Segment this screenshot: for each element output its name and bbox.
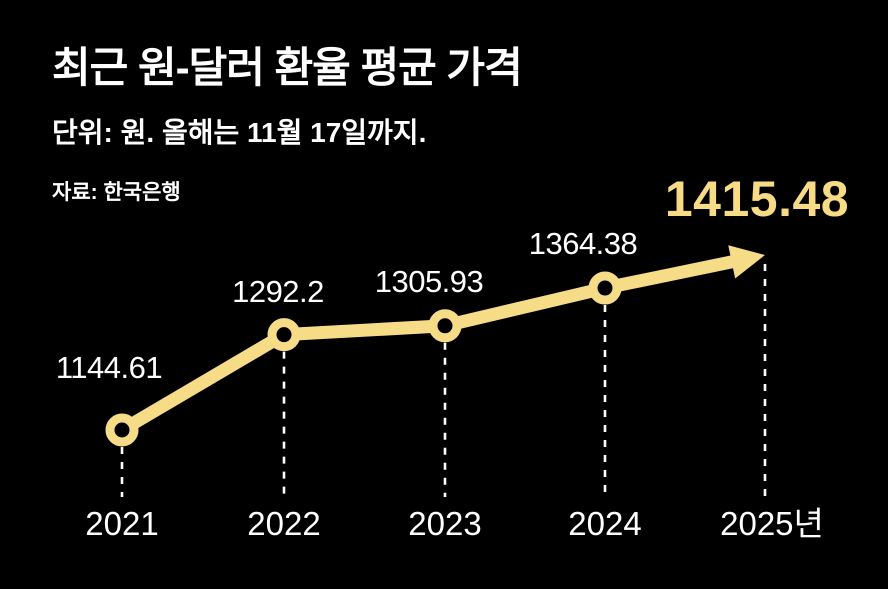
x-tick-2023: 2023 — [408, 505, 482, 542]
value-label-2022: 1292.2 — [232, 274, 324, 309]
value-label-2021: 1144.61 — [55, 350, 163, 385]
series-line — [115, 281, 612, 437]
data-point-2021 — [105, 413, 139, 447]
chart-source: 자료: 한국은행 — [52, 181, 181, 204]
arrow-shaft — [598, 253, 747, 295]
x-tick-2022: 2022 — [247, 505, 321, 542]
value-label-2023: 1305.93 — [374, 264, 484, 299]
x-tick-2021: 2021 — [85, 505, 159, 542]
chart-title: 최근 원-달러 환율 평균 가격 — [52, 44, 523, 91]
x-tick-2024: 2024 — [568, 505, 642, 542]
value-label-2025-highlight: 1415.48 — [664, 171, 850, 227]
value-label-2024: 1364.38 — [528, 226, 638, 261]
arrow-head-icon — [728, 245, 765, 279]
data-point-2023 — [428, 309, 462, 343]
chart-subtitle: 단위: 원. 올해는 11월 17일까지. — [52, 117, 427, 148]
data-point-2022 — [267, 318, 301, 352]
data-point-2024 — [588, 271, 622, 305]
x-tick-2025: 2025년 — [720, 505, 824, 542]
